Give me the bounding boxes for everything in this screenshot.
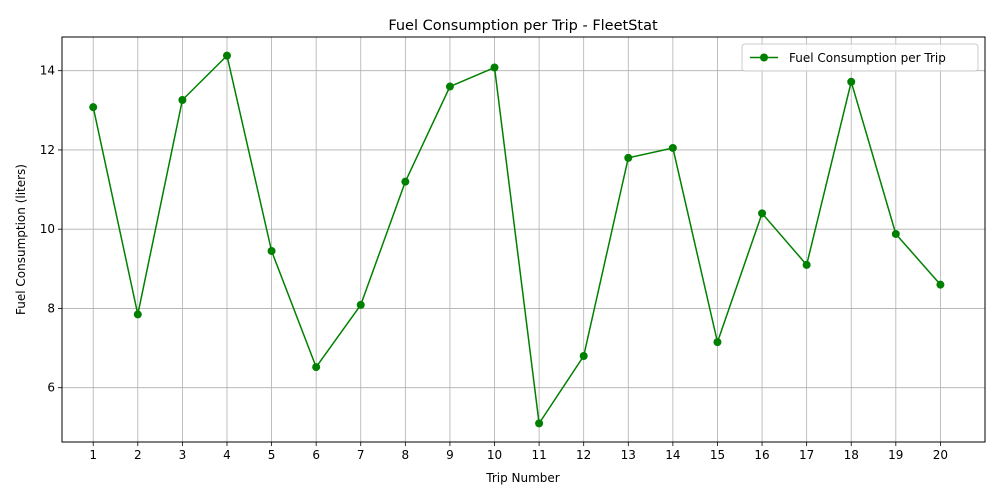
data-point [356,300,365,309]
x-tick-label: 7 [357,448,365,462]
x-tick-label: 4 [223,448,231,462]
data-point [668,143,677,152]
chart-title: Fuel Consumption per Trip - FleetStat [388,18,658,34]
x-tick-label: 14 [665,448,680,462]
x-tick-label: 2 [134,448,142,462]
x-tick-label: 1 [89,448,97,462]
y-tick-label: 10 [40,222,55,236]
data-point [758,209,767,218]
x-tick-label: 12 [576,448,591,462]
y-tick-label: 6 [47,381,55,395]
x-tick-label: 18 [844,448,859,462]
y-tick-label: 8 [47,301,55,315]
x-tick-label: 10 [487,448,502,462]
legend: Fuel Consumption per Trip [741,43,979,72]
grid-layer [62,37,985,442]
data-point [579,352,588,361]
legend-marker-swatch [760,53,768,62]
data-point [624,153,633,162]
x-tick-label: 19 [888,448,903,462]
x-axis-label: Trip Number [485,471,560,485]
x-tick-label: 9 [446,448,454,462]
plot-frame [61,36,986,443]
x-tick-label: 11 [531,448,546,462]
x-tick-label: 15 [710,448,725,462]
x-tick-label: 13 [621,448,636,462]
x-tick-label: 20 [933,448,948,462]
series-layer [89,51,945,428]
x-tick-label: 3 [179,448,187,462]
y-tick-label: 12 [40,143,55,157]
data-point [89,103,98,112]
data-point [178,96,187,105]
data-point [222,51,231,60]
x-tick-label: 5 [268,448,276,462]
series-line [92,54,941,425]
y-tick-label: 14 [40,64,55,78]
data-point [891,229,900,238]
data-point [847,77,856,86]
data-point [713,338,722,347]
data-point [312,363,321,372]
x-tick-label: 8 [402,448,410,462]
data-point [802,260,811,269]
x-tick-label: 6 [312,448,320,462]
x-tick-label: 17 [799,448,814,462]
x-tick-label: 16 [754,448,769,462]
data-point [936,280,945,289]
legend-box [741,43,979,72]
data-point [133,310,142,319]
data-point [490,63,499,72]
y-axis-label: Fuel Consumption (liters) [14,164,28,315]
data-point [267,246,276,255]
data-point [401,177,410,186]
data-point [535,419,544,428]
legend-label: Fuel Consumption per Trip [789,51,946,65]
data-point [445,82,454,91]
